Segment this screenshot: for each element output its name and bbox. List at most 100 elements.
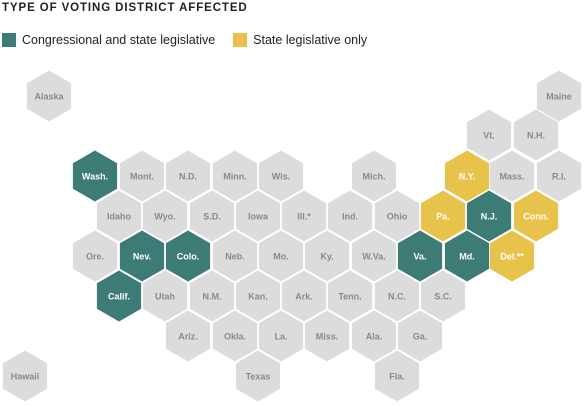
state-hex-shape: [189, 270, 235, 322]
state-hex-alaska: Alaska: [26, 70, 72, 122]
state-label: Ariz.: [178, 332, 198, 342]
state-hex-va: Va.: [397, 230, 443, 282]
state-hex-colo: Colo.: [165, 230, 211, 282]
state-hex-shape: [466, 109, 512, 161]
state-label: N.H.: [527, 131, 545, 141]
legend-item-congressional: Congressional and state legislative: [2, 33, 215, 47]
state-label: Vt.: [483, 131, 495, 141]
state-hex-texas: Texas: [235, 350, 281, 402]
state-hex-shape: [489, 230, 535, 282]
state-hex-shape: [96, 190, 142, 242]
state-hex-miss: Miss.: [304, 310, 350, 362]
state-label: W.Va.: [362, 252, 386, 262]
state-label: Va.: [413, 252, 426, 262]
state-hex-shape: [374, 350, 420, 402]
legend: Congressional and state legislative Stat…: [2, 32, 385, 48]
state-label: S.C.: [434, 292, 452, 302]
state-hex-shape: [513, 190, 559, 242]
state-hex-shape: [304, 230, 350, 282]
state-hex-shape: [351, 310, 397, 362]
state-hex-shape: [420, 190, 466, 242]
state-hex-shape: [444, 150, 490, 202]
state-hex-shape: [374, 190, 420, 242]
state-hex-shape: [281, 270, 327, 322]
state-hex-shape: [444, 230, 490, 282]
state-hex-shape: [165, 150, 211, 202]
state-hex-ark: Ark.: [281, 270, 327, 322]
state-hex-wis: Wis.: [258, 150, 304, 202]
state-label: Colo.: [177, 252, 200, 262]
state-label: Pa.: [436, 212, 450, 222]
state-label: R.I.: [552, 172, 566, 182]
state-hex-idaho: Idaho: [96, 190, 142, 242]
state-label: Wis.: [272, 172, 290, 182]
state-hex-pa: Pa.: [420, 190, 466, 242]
state-hex-minn: Minn.: [212, 150, 258, 202]
state-label: Ill.*: [297, 212, 311, 222]
state-hex-ind: Ind.: [327, 190, 373, 242]
state-hex-mont: Mont.: [119, 150, 165, 202]
state-hex-shape: [374, 270, 420, 322]
state-label: Tenn.: [338, 292, 361, 302]
state-hex-wyo: Wyo.: [142, 190, 188, 242]
state-hex-nev: Nev.: [119, 230, 165, 282]
state-label: Hawaii: [11, 372, 40, 382]
state-hex-shape: [327, 190, 373, 242]
map-title: TYPE OF VOTING DISTRICT AFFECTED: [2, 2, 248, 14]
state-hex-ariz: Ariz.: [165, 310, 211, 362]
state-label: Alaska: [34, 92, 64, 102]
state-hex-utah: Utah: [142, 270, 188, 322]
state-label: Ore.: [86, 252, 104, 262]
state-label: Wash.: [82, 172, 108, 182]
state-label: Ky.: [320, 252, 333, 262]
state-hex-shape: [536, 70, 582, 122]
state-hex-shape: [212, 150, 258, 202]
state-hex-shape: [258, 150, 304, 202]
state-hex-mass: Mass.: [489, 150, 535, 202]
state-label: Ga.: [413, 332, 428, 342]
state-hex-kan: Kan.: [235, 270, 281, 322]
state-label: Mass.: [499, 172, 524, 182]
state-hex-calif: Calif.: [96, 270, 142, 322]
state-label: Texas: [246, 372, 271, 382]
state-hex-shape: [258, 310, 304, 362]
legend-swatch-congressional: [2, 33, 16, 47]
state-hex-r-i: R.I.: [536, 150, 582, 202]
state-hex-tenn: Tenn.: [327, 270, 373, 322]
state-hex-shape: [235, 350, 281, 402]
state-hex-shape: [165, 230, 211, 282]
legend-label-congressional: Congressional and state legislative: [22, 33, 216, 47]
state-hex-shape: [420, 270, 466, 322]
state-label: N.D.: [179, 172, 197, 182]
state-hex-maine: Maine: [536, 70, 582, 122]
state-hex-s-c: S.C.: [420, 270, 466, 322]
state-hex-shape: [212, 310, 258, 362]
legend-item-legislative: State legislative only: [233, 33, 367, 47]
state-label: Maine: [546, 92, 572, 102]
state-hex-shape: [466, 190, 512, 242]
state-label: Ala.: [366, 332, 383, 342]
state-hex-n-j: N.J.: [466, 190, 512, 242]
state-label: Iowa: [248, 212, 269, 222]
state-hex-shape: [281, 190, 327, 242]
state-hex-shape: [119, 230, 165, 282]
state-hex-s-d: S.D.: [189, 190, 235, 242]
state-hex-n-y: N.Y.: [444, 150, 490, 202]
state-label: Mich.: [362, 172, 385, 182]
state-hex-md: Md.: [444, 230, 490, 282]
state-hex-shape: [2, 350, 48, 402]
state-hex-shape: [119, 150, 165, 202]
legend-swatch-legislative: [233, 33, 248, 47]
state-label: S.D.: [203, 212, 221, 222]
state-label: Md.: [459, 252, 475, 262]
state-label: Nev.: [133, 252, 151, 262]
state-hex-shape: [72, 230, 118, 282]
state-label: Ohio: [387, 212, 408, 222]
state-label: Mont.: [130, 172, 154, 182]
state-label: Calif.: [108, 292, 130, 302]
state-label: Miss.: [316, 332, 339, 342]
state-hex-conn: Conn.: [513, 190, 559, 242]
state-hex-n-d: N.D.: [165, 150, 211, 202]
state-label: Neb.: [225, 252, 245, 262]
state-hex-ore: Ore.: [72, 230, 118, 282]
